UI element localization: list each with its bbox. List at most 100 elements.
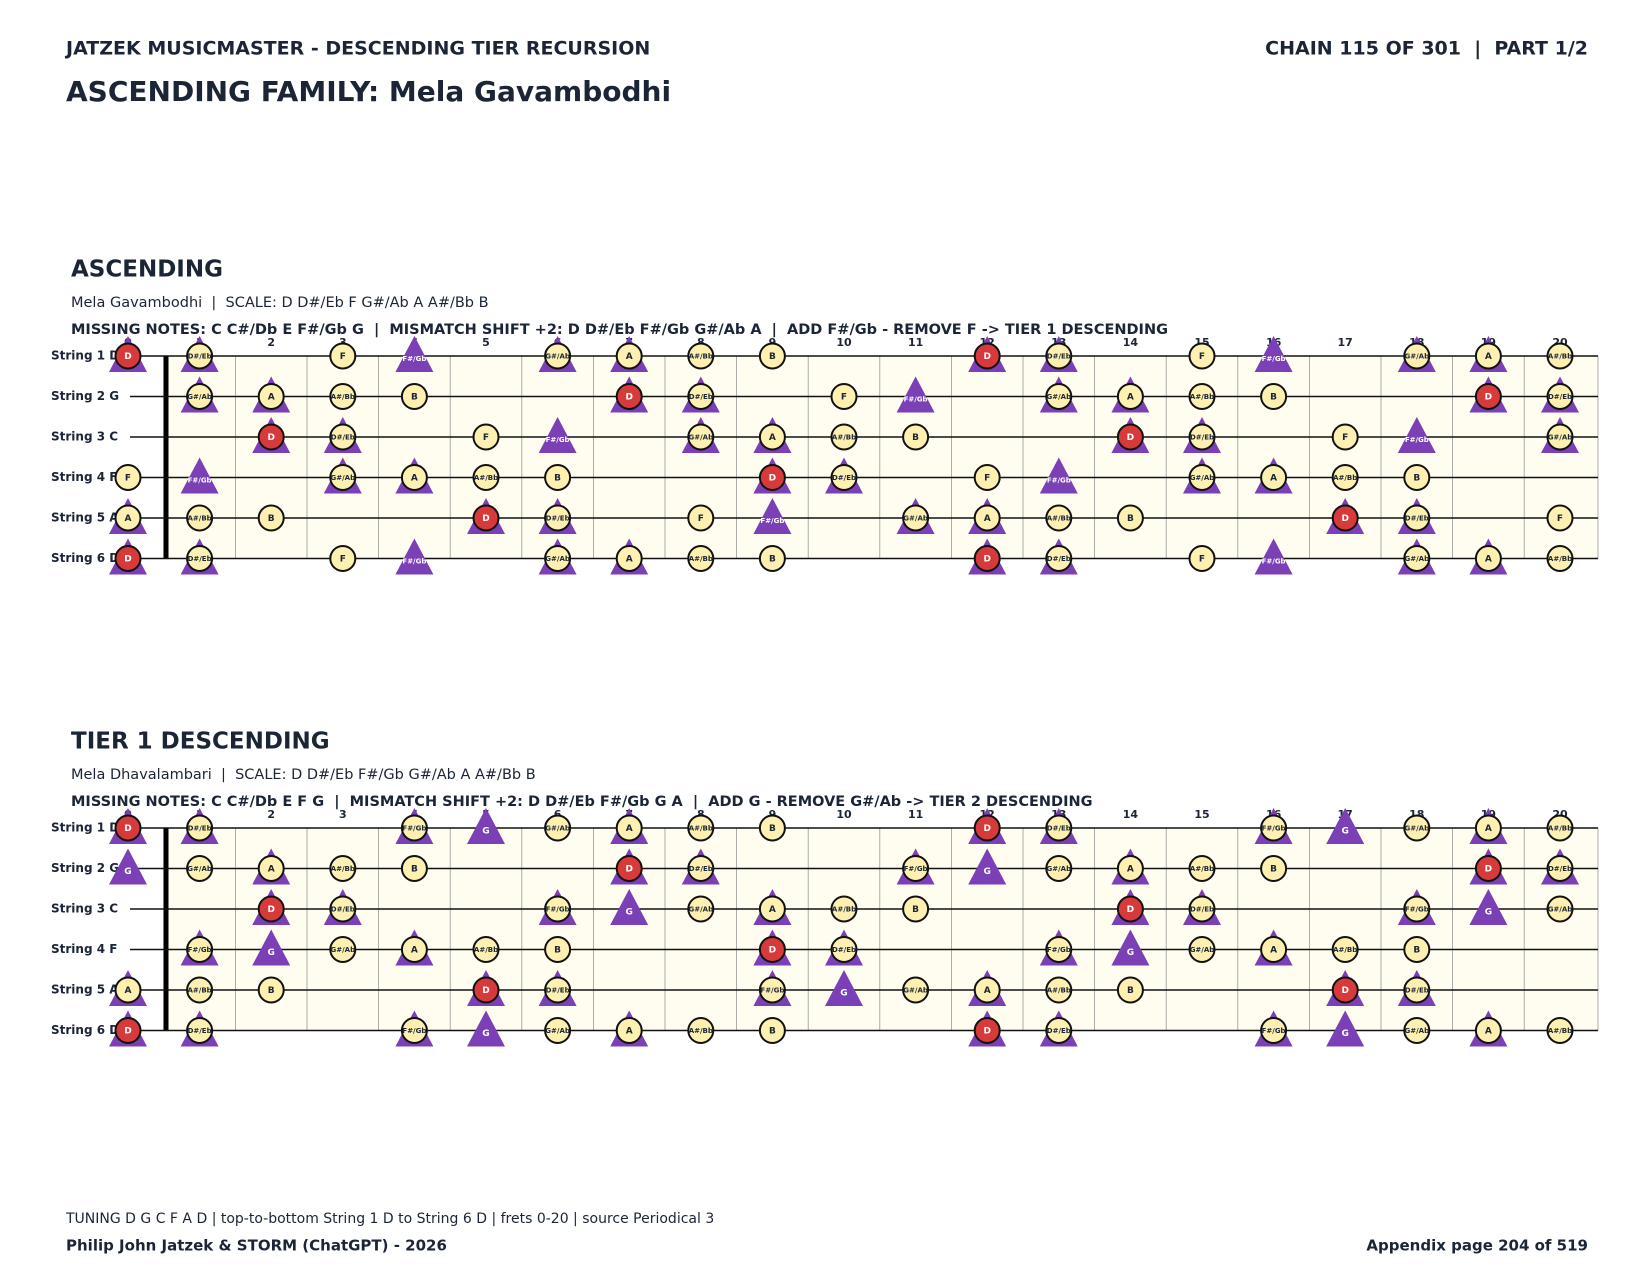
scale-circle [186, 545, 214, 572]
scale-circle [544, 504, 572, 532]
scale-circle [1546, 895, 1574, 923]
note-label: F#/Gb [1262, 355, 1286, 363]
fret-number: 15 [1194, 808, 1209, 821]
root-circle [1116, 423, 1144, 451]
scale-circle [329, 342, 357, 370]
scale-circle [114, 504, 142, 532]
note-label: G#/Ab [1404, 825, 1429, 833]
scale-circle [1260, 814, 1288, 842]
scale-circle [687, 814, 715, 842]
scale-circle [329, 895, 357, 923]
note-label: A [268, 865, 275, 875]
note-label: D [124, 1027, 131, 1037]
note-label: A#/Bb [474, 946, 498, 954]
note-label: A [769, 905, 776, 915]
scale-circle [1188, 423, 1216, 451]
scale-circle [1260, 383, 1288, 410]
note-label: A#/Bb [1548, 1027, 1572, 1035]
scale-circle [902, 423, 930, 451]
scale-circle [1188, 383, 1216, 410]
note-label: G#/Ab [1046, 393, 1071, 401]
scale-circle [257, 976, 285, 1004]
note-label: A [626, 1027, 633, 1037]
scale-circle [1045, 504, 1073, 532]
note-label: F [1199, 555, 1205, 565]
note-label: G [124, 867, 131, 877]
scale-circle [472, 464, 500, 491]
shift-triangle [896, 376, 935, 413]
note-label: D#/Eb [689, 393, 713, 401]
note-label: G [1342, 1029, 1349, 1039]
note-label: F#/Gb [1047, 477, 1071, 485]
shift-triangle [1469, 889, 1508, 925]
string-label: String 1 D [51, 821, 119, 835]
note-label: F [1342, 433, 1348, 443]
scale-circle [1260, 464, 1288, 491]
note-label: F [841, 393, 847, 403]
shift-triangle [467, 808, 505, 844]
root-circle [472, 504, 500, 532]
note-label: F [483, 433, 489, 443]
scale-circle [186, 504, 214, 532]
note-label: G#/Ab [545, 353, 570, 361]
scale-circle [1474, 814, 1502, 842]
note-label: B [268, 514, 275, 524]
string-label: String 1 D [51, 349, 119, 363]
note-label: B [411, 865, 418, 875]
scale-circle [329, 423, 357, 451]
scale-circle [186, 342, 214, 370]
scale-circle [1188, 464, 1216, 491]
scale-circle [1045, 383, 1073, 410]
note-label: D [769, 474, 776, 484]
note-label: G#/Ab [545, 1027, 570, 1035]
missing-notes: MISSING NOTES: C C#/Db E F#/Gb G | MISMA… [71, 322, 1168, 338]
string-label: String 2 G [51, 389, 119, 403]
note-label: G#/Ab [1404, 555, 1429, 563]
note-label: G#/Ab [1404, 353, 1429, 361]
scale-circle [687, 1017, 715, 1044]
footer-note: TUNING D G C F A D | top-to-bottom Strin… [65, 1211, 714, 1227]
note-label: B [268, 986, 275, 996]
scale-circle [329, 383, 357, 410]
note-label: F#/Gb [402, 825, 426, 833]
shift-triangle [1326, 1010, 1365, 1047]
note-label: F#/Gb [904, 396, 928, 404]
note-label: A#/Bb [1047, 515, 1071, 523]
scale-circle [830, 895, 858, 923]
note-label: D#/Eb [188, 1027, 212, 1035]
note-label: D#/Eb [832, 946, 856, 954]
note-label: D [482, 514, 489, 524]
note-label: A [125, 986, 132, 996]
scale-circle [1116, 504, 1144, 532]
board [166, 356, 1598, 559]
scale-circle [687, 855, 715, 882]
scale-circle [329, 545, 357, 572]
scale-circle [973, 976, 1001, 1004]
note-label: G#/Ab [1046, 865, 1071, 873]
scale-circle [1260, 936, 1288, 963]
scale-circle [615, 342, 643, 370]
scale-circle [830, 423, 858, 451]
note-label: A#/Bb [689, 555, 713, 563]
scale-circle [615, 545, 643, 572]
note-label: B [1413, 474, 1420, 484]
root-circle [257, 895, 285, 923]
scale-circle [544, 1017, 572, 1044]
scale-circle [1546, 545, 1574, 572]
note-label: B [554, 946, 561, 956]
fret-number: 3 [339, 808, 347, 821]
scale-circle [400, 1017, 428, 1044]
shift-triangle [538, 417, 577, 453]
note-label: D#/Eb [1190, 906, 1214, 914]
scale-circle [1546, 504, 1574, 532]
note-label: G [1485, 908, 1492, 918]
note-label: A [984, 986, 991, 996]
note-label: F#/Gb [188, 477, 212, 485]
scale-circle [1403, 342, 1431, 370]
scale-circle [615, 814, 643, 842]
root-circle [472, 976, 500, 1004]
note-label: D [1341, 514, 1348, 524]
note-label: A [125, 514, 132, 524]
note-label: F [125, 474, 131, 484]
note-label: A [626, 555, 633, 565]
